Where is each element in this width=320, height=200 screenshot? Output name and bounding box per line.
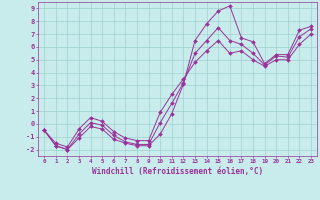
X-axis label: Windchill (Refroidissement éolien,°C): Windchill (Refroidissement éolien,°C) [92, 167, 263, 176]
